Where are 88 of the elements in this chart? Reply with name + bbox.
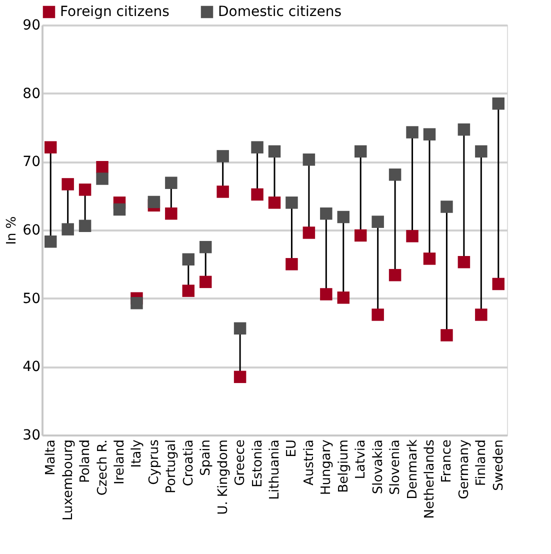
x-tick-label: Denmark <box>405 439 420 500</box>
point <box>286 196 298 209</box>
point <box>354 229 367 242</box>
y-tick-label: 80 <box>22 86 40 102</box>
x-tick-label: France <box>440 440 455 483</box>
x-tick-label: Croatia <box>181 440 196 486</box>
x-tick-label: Lithuania <box>268 440 282 500</box>
x-tick-label: Malta <box>44 440 59 476</box>
point <box>130 296 143 310</box>
x-tick-label: EU <box>284 440 300 458</box>
point <box>286 258 298 270</box>
point <box>320 207 332 220</box>
point <box>165 207 178 220</box>
point <box>78 220 92 232</box>
point <box>475 308 488 321</box>
point <box>216 186 229 198</box>
x-tick-label: Hungary <box>319 439 334 496</box>
x-tick-label: Czech R. <box>95 440 110 496</box>
point <box>78 184 92 196</box>
point <box>234 322 246 335</box>
point <box>440 200 453 213</box>
x-tick-label: U. Kingdom <box>216 440 231 515</box>
point <box>44 141 57 154</box>
point <box>475 145 488 158</box>
y-tick-label: 50 <box>22 290 40 307</box>
x-tick-label: Germany <box>456 439 472 500</box>
x-tick-label: Portugal <box>164 440 180 494</box>
y-tick-label: 70 <box>22 154 40 170</box>
point <box>268 196 281 209</box>
point <box>96 161 108 174</box>
point <box>302 226 316 239</box>
point <box>406 126 418 138</box>
point <box>372 216 384 228</box>
point <box>182 253 195 266</box>
point <box>268 145 281 158</box>
y-axis-title: In % <box>4 216 20 245</box>
point <box>423 128 436 140</box>
point <box>354 145 367 158</box>
point <box>320 288 332 300</box>
x-tick-label: Belgium <box>336 440 352 493</box>
x-tick-label: Luxembourg <box>60 440 76 521</box>
point <box>388 168 402 181</box>
x-tick-label: Spain <box>198 440 214 476</box>
x-tick-label: Estonia <box>250 440 266 488</box>
x-tick-label: Poland <box>78 440 94 483</box>
point <box>251 141 264 154</box>
point <box>113 203 126 216</box>
point <box>182 284 195 297</box>
point <box>251 188 264 201</box>
point <box>165 176 178 189</box>
point <box>492 278 505 290</box>
y-tick-label: 60 <box>22 222 40 238</box>
x-tick-label: Austria <box>302 440 317 486</box>
point <box>372 308 384 321</box>
point <box>492 97 505 110</box>
x-tick-label: Slovakia <box>370 440 386 494</box>
point <box>62 178 74 190</box>
point <box>406 230 418 242</box>
x-tick-label: Finland <box>474 440 490 486</box>
x-tick-label: Ireland <box>112 440 128 484</box>
point <box>96 172 108 185</box>
point <box>388 268 402 282</box>
point <box>440 329 453 342</box>
point <box>458 256 470 268</box>
legend-label: Domestic citizens <box>218 4 342 20</box>
x-tick-label: Slovenia <box>388 440 404 495</box>
x-tick-label: Italy <box>130 439 145 468</box>
x-tick-label: Greece <box>233 440 248 486</box>
x-tick-label: Sweden <box>491 440 506 491</box>
x-tick-label: Cyprus <box>146 439 162 485</box>
legend-label: Foreign citizens <box>60 4 170 20</box>
point <box>234 370 246 384</box>
point <box>337 292 350 304</box>
point <box>423 252 436 265</box>
x-tick-label: Netherlands <box>422 439 438 519</box>
point <box>199 240 212 254</box>
point <box>458 123 470 136</box>
point <box>62 223 74 236</box>
x-tick-label: Latvia <box>354 440 369 480</box>
point <box>302 153 316 166</box>
point <box>216 150 229 162</box>
point <box>199 276 212 288</box>
point <box>44 235 57 248</box>
y-tick-label: 40 <box>22 359 40 376</box>
point <box>337 210 350 224</box>
y-tick-label: 90 <box>22 18 40 34</box>
point <box>148 196 160 208</box>
y-tick-label: 30 <box>22 428 40 444</box>
